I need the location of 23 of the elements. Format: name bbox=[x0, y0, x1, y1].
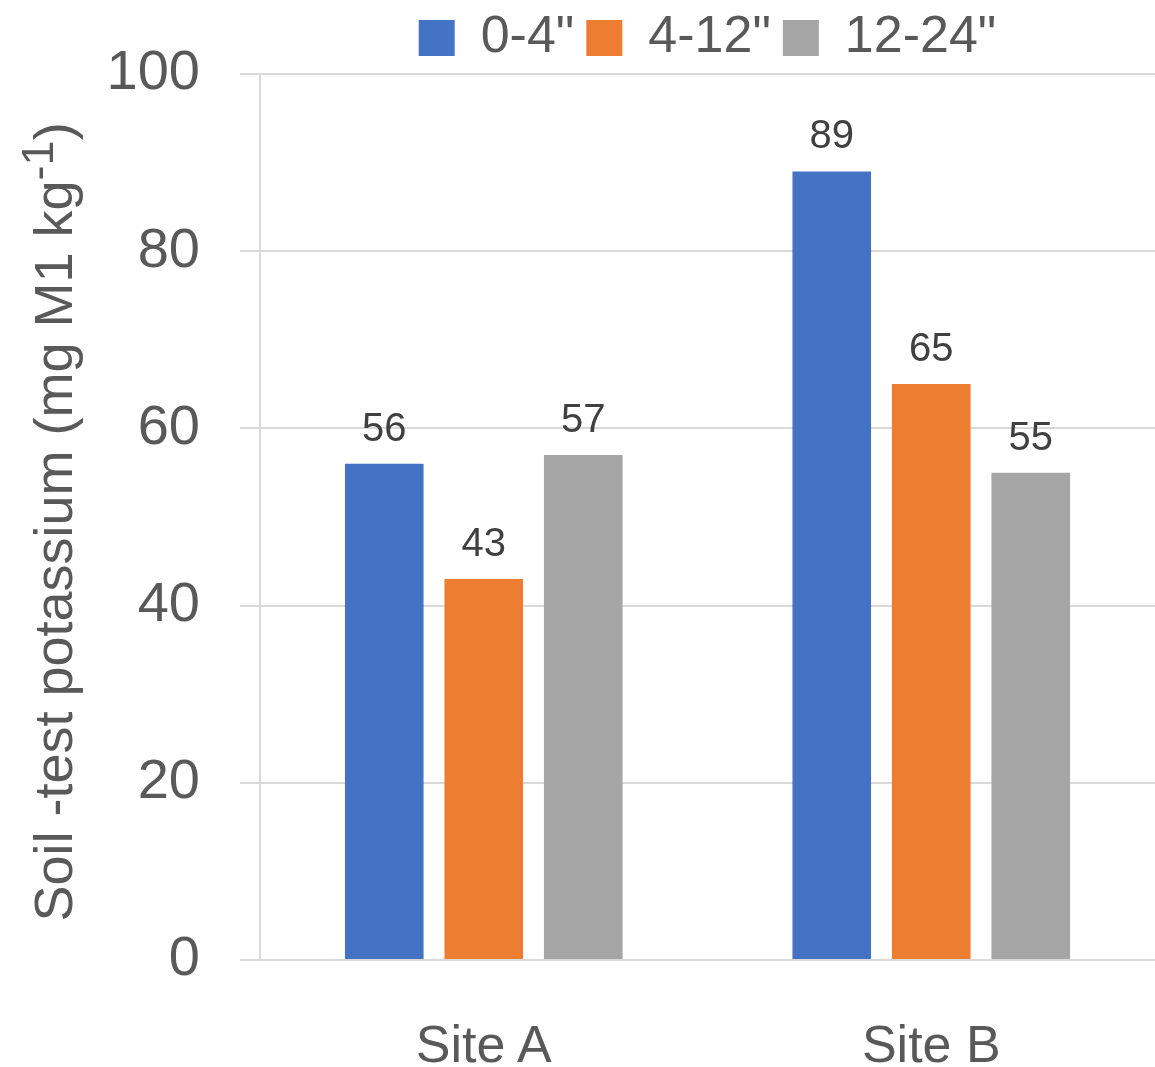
data-label: 43 bbox=[461, 520, 506, 565]
bar bbox=[344, 463, 424, 959]
y-tick-label: 100 bbox=[106, 38, 200, 102]
bar bbox=[891, 384, 971, 959]
y-tick-label: 20 bbox=[137, 747, 200, 811]
data-label: 65 bbox=[909, 325, 954, 370]
data-label: 55 bbox=[1008, 413, 1053, 458]
x-tick-label: Site B bbox=[861, 1014, 1001, 1067]
legend-label: 12-24" bbox=[844, 5, 997, 64]
bar bbox=[543, 454, 623, 959]
legend-label: 4-12" bbox=[648, 5, 771, 64]
data-label: 89 bbox=[809, 112, 855, 157]
y-tick-label: 80 bbox=[137, 215, 200, 279]
y-tick-label: 0 bbox=[168, 924, 200, 988]
y-tick-label: 60 bbox=[137, 392, 200, 456]
data-label: 57 bbox=[560, 396, 606, 441]
bar bbox=[792, 171, 872, 959]
x-tick-label: Site A bbox=[415, 1014, 552, 1067]
y-tick-label: 40 bbox=[137, 570, 200, 634]
legend-label: 0-4" bbox=[480, 5, 575, 64]
bar bbox=[991, 472, 1071, 959]
data-label: 56 bbox=[362, 404, 407, 449]
bar bbox=[444, 579, 524, 959]
